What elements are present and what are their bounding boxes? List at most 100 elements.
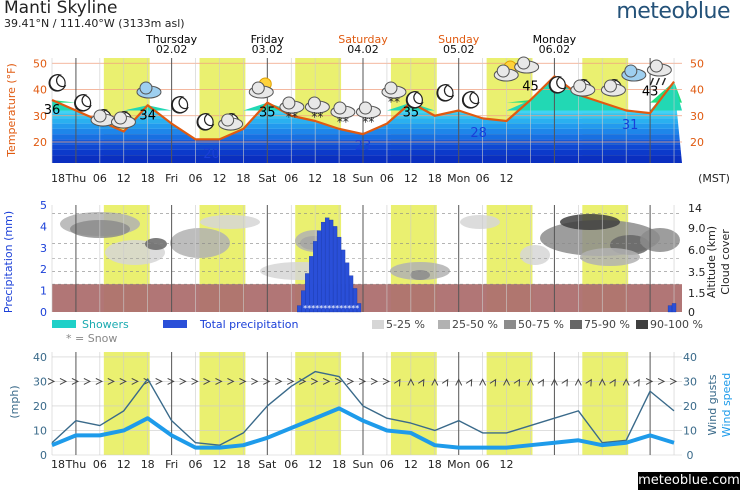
moon-crescent (437, 84, 455, 102)
wind-direction-arrow (310, 377, 319, 385)
altitude-tick: 3.5 (688, 266, 706, 279)
wind-direction-arrow (537, 378, 545, 387)
temp-time-label: 18 (332, 172, 346, 185)
temp-time-label: 06 (380, 172, 394, 185)
cloud-cover-legend-label: 90-100 % (650, 318, 703, 331)
wind-direction-arrow (465, 378, 473, 387)
precip-tick-left: 4 (40, 220, 47, 233)
cloud-puff (517, 56, 531, 70)
temp-y-label: Temperature (°F) (5, 63, 18, 158)
cloud-cover-legend-label: 50-75 % (518, 318, 564, 331)
wind-time-label: Sat (258, 458, 277, 471)
precip-bar (340, 249, 346, 313)
moon-crescent (171, 96, 189, 114)
altitude-tick: 1.5 (688, 287, 706, 300)
wind-daylight-band (199, 352, 246, 455)
wind-direction-arrow (431, 378, 439, 386)
day-name: Saturday (338, 33, 388, 46)
moon-crescent (74, 94, 92, 112)
temp-time-label: Thu (65, 172, 87, 185)
wind-direction-arrow (263, 377, 271, 385)
cloud-cover-legend-label: 75-90 % (584, 318, 630, 331)
wind-direction-arrow (479, 378, 487, 386)
temp-cold-band (52, 144, 682, 150)
cloud-cover-patch (410, 270, 430, 280)
temp-tick-right: 30 (690, 110, 704, 123)
temp-tick-right: 50 (690, 57, 704, 70)
temp-time-label: 12 (500, 172, 514, 185)
temp-tick-right: 20 (690, 136, 704, 149)
wind-direction-arrow (503, 378, 511, 386)
wind-time-label: 06 (476, 458, 490, 471)
footer-link[interactable]: meteoblue.com (638, 472, 740, 490)
precip-bar (671, 303, 677, 313)
snow-flakes: ** (388, 95, 400, 109)
cloud-cover-swatch (372, 320, 384, 329)
total-precip-legend-box (163, 320, 187, 328)
cloud-cover-swatch (570, 320, 582, 329)
temp-time-label: 06 (189, 172, 203, 185)
wind-tick-left: 20 (33, 400, 47, 413)
wind-time-label: 18 (51, 458, 65, 471)
meteoblue-logo[interactable]: meteoblue (616, 0, 730, 24)
temp-tick-left: 40 (33, 84, 47, 97)
wind-gusts-line (51, 370, 675, 446)
temp-time-label: 18 (428, 172, 442, 185)
temp-value-label: 28 (470, 126, 487, 141)
cloud-puff (333, 101, 347, 115)
wind-direction-arrow (622, 378, 630, 386)
temp-time-label: Mon (447, 172, 470, 185)
temperature-panel: 20 20 30 30 40 40 50 50 36 34 20 35 23 35 28 45 31 43 Temp… (5, 33, 730, 185)
wind-time-label: 18 (141, 458, 155, 471)
wind-direction-arrow (527, 378, 534, 386)
wind-tick-right: 30 (683, 375, 697, 388)
cloud-puff (384, 81, 398, 95)
cloud-puff (496, 64, 510, 78)
temp-time-label: 18 (236, 172, 250, 185)
precip-y-label: Precipitation (mm) (2, 211, 15, 313)
wind-direction-arrow (394, 378, 401, 387)
wind-direction-arrow (203, 377, 211, 385)
moon-icon (548, 76, 567, 94)
temp-time-label: 06 (476, 172, 490, 185)
day-name: Thursday (145, 33, 198, 46)
precip-tick-left: 5 (40, 199, 47, 212)
snow-cloud-icon: ** (381, 81, 407, 109)
precipitation-legend: Showers Total precipitation * = Snow 5-25 %… (52, 318, 703, 345)
cloud-puff (282, 96, 296, 110)
wind-direction-arrow (561, 378, 568, 387)
wind-panel: 0 0 10 10 20 20 30 30 40 40 (mph) Wind gusts Wind sp… (8, 351, 733, 471)
temp-value-label: 43 (642, 85, 659, 100)
rain-drops (649, 77, 666, 86)
wind-daylight-band (486, 352, 533, 455)
wind-tick-left: 30 (33, 375, 47, 388)
moon-cloud-icon (600, 79, 626, 97)
wind-direction-arrow (598, 378, 606, 386)
cloud-cover-legend-label: 5-25 % (386, 318, 425, 331)
wind-direction-arrow (513, 378, 521, 387)
moon-icon (48, 74, 67, 92)
moon-icon (405, 91, 424, 109)
moon-cloud-icon (90, 109, 116, 127)
temp-time-label: 12 (117, 172, 131, 185)
wind-direction-arrow (155, 377, 163, 385)
wind-direction-arrow (346, 377, 355, 385)
precip-tick-left: 3 (40, 242, 47, 255)
temp-tick-left: 20 (33, 136, 47, 149)
wind-time-label: 18 (428, 458, 442, 471)
wind-time-label: Sun (353, 458, 374, 471)
snow-flakes: ** (286, 110, 298, 124)
sun-cloud-icon (248, 77, 274, 99)
wind-daylight-band (103, 352, 150, 455)
snow-marker: ************** (303, 304, 359, 313)
cloud-cover-patch (560, 214, 620, 230)
snow-icon: ** (330, 101, 356, 129)
wind-tick-right: 10 (683, 424, 697, 437)
cloud-blue-icon (136, 81, 162, 99)
altitude-tick: 14 (688, 202, 702, 215)
wind-direction-arrow (95, 377, 103, 385)
precipitation-panel: ************** 0 1 2 3 4 5 0 1.5 3.5 6.0 9.0 14 Preci… (2, 199, 732, 319)
precip-bar (324, 217, 330, 313)
precip-bar (320, 221, 326, 313)
temp-time-label: 06 (284, 172, 298, 185)
